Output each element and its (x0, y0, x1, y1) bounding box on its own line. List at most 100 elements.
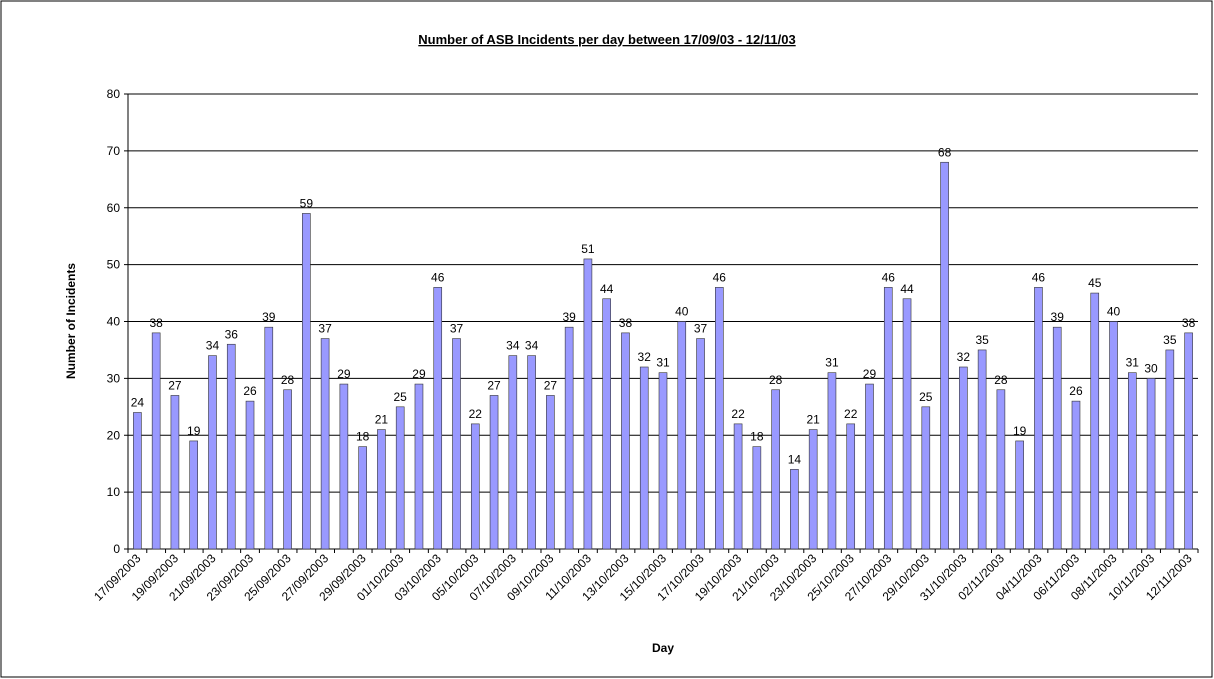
data-label: 19 (187, 424, 201, 438)
data-label: 22 (469, 407, 483, 421)
data-label: 29 (337, 367, 351, 381)
data-label: 21 (375, 413, 389, 427)
bar (452, 338, 461, 550)
bar (546, 395, 555, 550)
bar (1034, 287, 1043, 550)
bar (940, 161, 949, 550)
y-axis-label: Number of Incidents (64, 263, 78, 379)
bar (1127, 372, 1137, 550)
bar (733, 423, 743, 550)
bar (902, 298, 912, 550)
data-label: 35 (1163, 333, 1177, 347)
bar (433, 287, 443, 550)
bar (1165, 349, 1175, 550)
data-label: 51 (581, 242, 595, 256)
bar (320, 338, 330, 550)
y-tick-label: 20 (107, 428, 121, 442)
y-tick-label: 80 (107, 87, 121, 101)
data-label: 40 (675, 305, 689, 319)
data-label: 44 (900, 282, 914, 296)
data-label: 34 (206, 339, 220, 353)
data-label: 59 (300, 196, 314, 210)
data-label: 21 (806, 413, 820, 427)
data-label: 45 (1088, 276, 1102, 290)
bar (564, 326, 574, 550)
bar (808, 429, 818, 550)
bar (189, 440, 199, 550)
data-label: 22 (731, 407, 745, 421)
data-label: 38 (1182, 316, 1196, 330)
bar (996, 389, 1006, 550)
y-tick-label: 0 (113, 542, 120, 556)
data-label: 46 (882, 270, 896, 284)
y-tick-label: 60 (107, 201, 121, 215)
bar (715, 287, 724, 550)
bar (339, 383, 349, 550)
bar (395, 406, 405, 550)
bar (883, 287, 893, 550)
data-label: 39 (562, 310, 576, 324)
data-label: 25 (394, 390, 408, 404)
bar (377, 429, 386, 550)
data-label: 39 (262, 310, 276, 324)
data-label: 68 (938, 145, 952, 159)
data-label: 39 (1051, 310, 1065, 324)
bar (1109, 321, 1118, 550)
data-label: 18 (750, 430, 764, 444)
bar (1071, 400, 1081, 550)
data-label: 38 (619, 316, 633, 330)
bar (470, 423, 480, 550)
data-label: 37 (694, 322, 708, 336)
y-tick-label: 50 (107, 258, 121, 272)
bar (827, 372, 837, 550)
data-label: 34 (506, 339, 520, 353)
data-label: 24 (131, 396, 145, 410)
bar (1184, 332, 1193, 550)
data-label: 40 (1107, 305, 1121, 319)
data-label: 29 (412, 367, 426, 381)
y-tick-label: 30 (107, 371, 121, 385)
data-label: 36 (225, 327, 239, 341)
data-label: 30 (1144, 361, 1158, 375)
bar (752, 446, 762, 550)
bar (658, 372, 668, 550)
bar (264, 326, 274, 550)
data-label: 44 (600, 282, 614, 296)
data-label: 37 (450, 322, 464, 336)
data-label: 27 (487, 378, 501, 392)
bar (790, 469, 799, 550)
data-label: 28 (769, 373, 783, 387)
bar (921, 406, 931, 550)
bar (170, 395, 180, 550)
data-label: 32 (638, 350, 652, 364)
bar (283, 389, 292, 550)
data-label: 29 (863, 367, 877, 381)
y-tick-label: 40 (107, 315, 121, 329)
data-label: 18 (356, 430, 370, 444)
bar (865, 383, 874, 550)
bar (583, 258, 593, 550)
y-tick-label: 10 (107, 485, 121, 499)
data-label: 14 (788, 452, 802, 466)
data-label: 31 (656, 356, 670, 370)
data-label: 27 (168, 378, 182, 392)
bar (1146, 378, 1156, 550)
data-label: 46 (713, 270, 727, 284)
bar (846, 423, 856, 550)
data-label: 28 (281, 373, 295, 387)
data-label: 31 (1126, 356, 1140, 370)
bar (677, 321, 687, 550)
bar (245, 400, 255, 550)
bar (508, 355, 518, 550)
bar (771, 389, 780, 550)
chart-title: Number of ASB Incidents per day between … (418, 32, 795, 47)
bar (602, 298, 611, 550)
x-axis-label: Day (652, 641, 674, 655)
bar (639, 366, 649, 550)
bar (621, 332, 630, 550)
data-label: 32 (957, 350, 971, 364)
bar (133, 412, 142, 550)
data-label: 26 (1069, 384, 1083, 398)
bar (414, 383, 424, 550)
